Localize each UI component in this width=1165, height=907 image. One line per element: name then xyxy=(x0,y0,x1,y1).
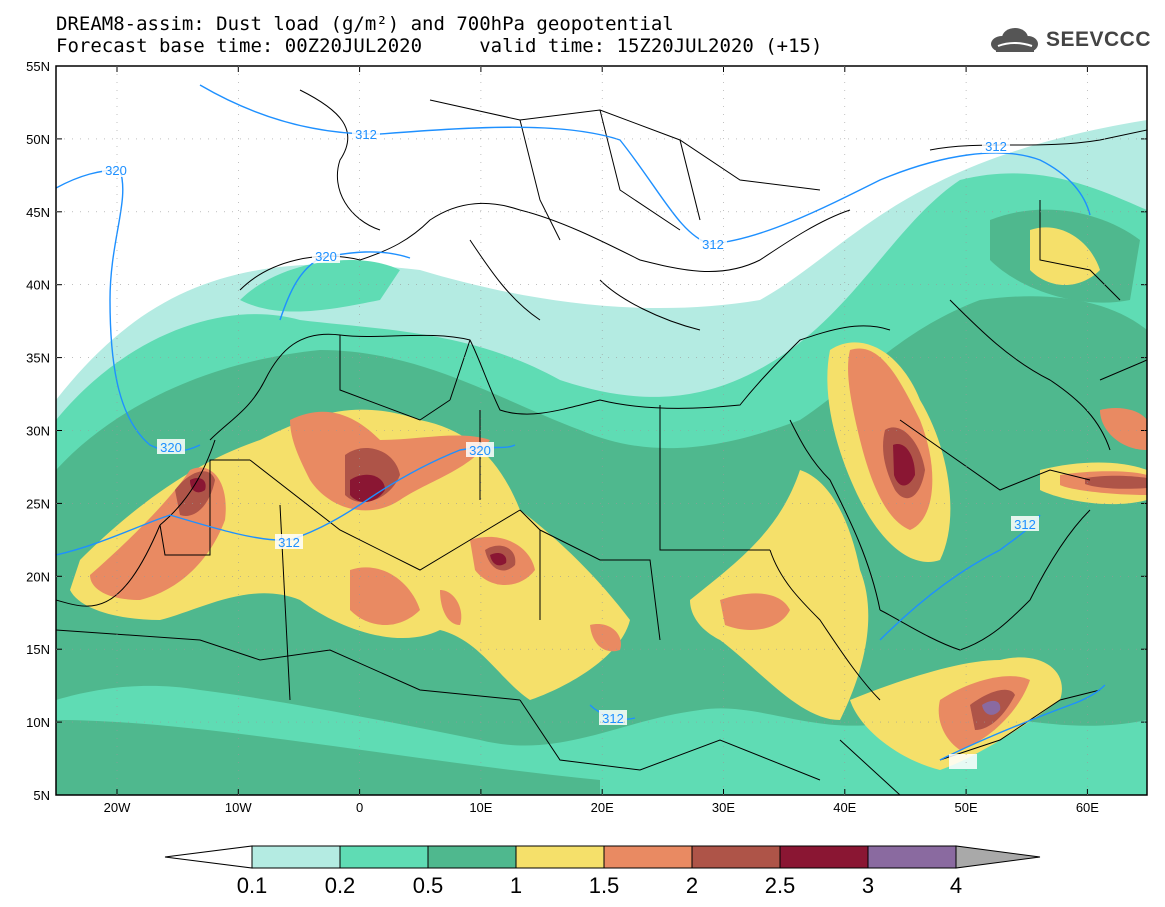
contour-label: 320 xyxy=(315,249,337,264)
colorbar-label: 0.1 xyxy=(237,873,268,898)
contour-label-box xyxy=(466,442,494,457)
contour-label: 312 xyxy=(702,237,724,252)
contour-label: 312 xyxy=(1014,517,1036,532)
lon-label: 10W xyxy=(225,800,252,815)
contour-label-box xyxy=(1011,516,1039,531)
colorbar-label: 2 xyxy=(686,873,698,898)
contour-label: 320 xyxy=(160,440,182,455)
colorbar-label: 3 xyxy=(862,873,874,898)
contour-label-box xyxy=(599,710,627,725)
map-plot-area xyxy=(56,66,1147,795)
longitude-axis: 20W 10W 0 10E 20E 30E 40E 50E 60E xyxy=(104,66,1099,815)
contour-label-box xyxy=(102,162,130,177)
colorbar-segment xyxy=(691,845,781,869)
logo-text: SEEVCCC xyxy=(1045,28,1151,51)
lat-label: 35N xyxy=(26,351,50,366)
colorbar-label: 1.5 xyxy=(589,873,620,898)
colorbar-segment xyxy=(251,845,341,869)
contour-label-box xyxy=(312,248,340,263)
lat-label: 45N xyxy=(26,205,50,220)
lon-label: 60E xyxy=(1076,800,1099,815)
contour-label: 312 xyxy=(278,535,300,550)
contour-label: 320 xyxy=(469,443,491,458)
lat-label: 50N xyxy=(26,132,50,147)
lon-label: 0 xyxy=(356,800,363,815)
contour-labels: 312 320 320 320 312 312 320 312 312 312 xyxy=(102,126,1039,769)
dust-field-3 xyxy=(982,700,1001,715)
colorbar: 0.1 0.2 0.5 1 1.5 2 2.5 3 4 xyxy=(164,845,1041,898)
lon-label: 40E xyxy=(833,800,856,815)
contour-label-box xyxy=(157,439,185,454)
lat-label: 15N xyxy=(26,642,50,657)
colorbar-label: 0.5 xyxy=(413,873,444,898)
lat-label: 10N xyxy=(26,715,50,730)
latitude-axis: 55N 50N 45N 40N 35N 30N 25N 20N 15N 10N 5N xyxy=(26,59,1147,803)
lon-label: 30E xyxy=(712,800,735,815)
colorbar-segment xyxy=(339,845,429,869)
contour-label-box xyxy=(699,236,727,251)
cloud-logo-icon xyxy=(990,28,1038,52)
colorbar-label: 4 xyxy=(950,873,962,898)
colorbar-segment xyxy=(427,845,517,869)
colorbar-max-arrow xyxy=(955,845,1041,869)
lon-label: 10E xyxy=(469,800,492,815)
colorbar-segment xyxy=(779,845,869,869)
colorbar-label: 2.5 xyxy=(765,873,796,898)
colorbar-segment xyxy=(867,845,957,869)
lat-label: 40N xyxy=(26,278,50,293)
contour-label-box xyxy=(982,138,1010,153)
lat-label: 30N xyxy=(26,424,50,439)
lon-label: 20W xyxy=(104,800,131,815)
lon-label: 20E xyxy=(591,800,614,815)
colorbar-segment xyxy=(603,845,693,869)
contour-label: 312 xyxy=(985,139,1007,154)
contour-label: 320 xyxy=(105,163,127,178)
map-subtitle: Forecast base time: 00Z20JUL2020 valid t… xyxy=(56,35,823,57)
dust-field-2-5 xyxy=(190,444,915,566)
lat-label: 25N xyxy=(26,496,50,511)
contour-label: 312 xyxy=(355,127,377,142)
contour-label-box xyxy=(352,126,380,141)
lat-label: 20N xyxy=(26,569,50,584)
colorbar-min-arrow xyxy=(164,845,253,869)
lon-label: 50E xyxy=(955,800,978,815)
map-title: DREAM8-assim: Dust load (g/m²) and 700hP… xyxy=(56,13,674,35)
colorbar-label: 1 xyxy=(510,873,522,898)
contour-label-box xyxy=(949,754,977,769)
contour-label: 312 xyxy=(602,711,624,726)
colorbar-label: 0.2 xyxy=(325,873,356,898)
lat-label: 5N xyxy=(33,788,50,803)
lat-label: 55N xyxy=(26,59,50,74)
seevccc-logo: SEEVCCC xyxy=(988,26,1151,54)
contour-label-box xyxy=(275,534,303,549)
colorbar-segment xyxy=(515,845,605,869)
